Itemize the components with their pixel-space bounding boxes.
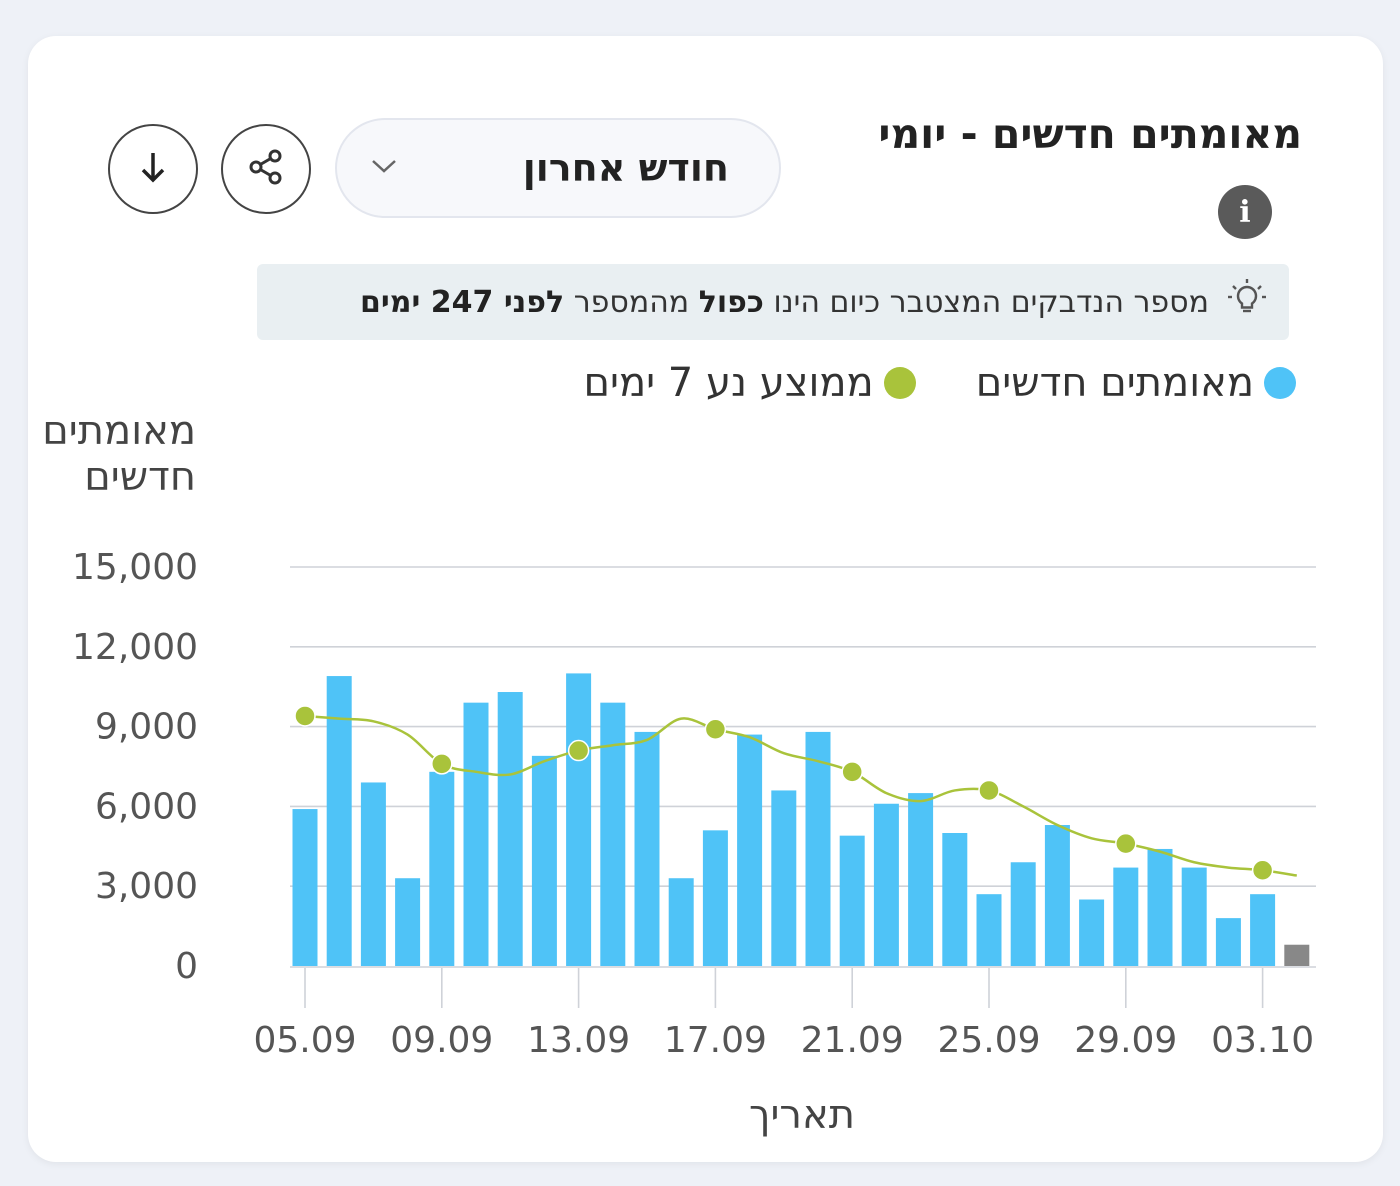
y-tick-label: 6,000	[95, 786, 198, 827]
moving-average-point	[841, 761, 863, 783]
period-select-value: חודש אחרון	[522, 146, 729, 190]
bar	[566, 673, 592, 966]
bar	[292, 809, 318, 966]
bar	[805, 731, 831, 966]
bar	[668, 878, 694, 966]
lightbulb-icon	[1227, 278, 1267, 326]
moving-average-point	[431, 753, 453, 775]
y-tick-label: 12,000	[72, 627, 198, 668]
bar	[976, 894, 1002, 966]
insight-banner: מספר הנדבקים המצטבר כיום הינו כפול מהמספ…	[257, 264, 1289, 340]
period-select[interactable]: חודש אחרון	[335, 118, 781, 218]
bar	[395, 878, 421, 966]
x-tick-label: 21.09	[801, 1020, 904, 1061]
chart-legend: מאומתים חדשים ממוצע נע 7 ימים	[583, 360, 1296, 406]
bar	[634, 731, 660, 966]
chart-card	[28, 36, 1383, 1162]
y-tick-label: 9,000	[95, 707, 198, 748]
legend-item-moving-average[interactable]: ממוצע נע 7 ימים	[583, 360, 916, 406]
x-tick-label: 13.09	[527, 1020, 630, 1061]
download-arrow-icon	[133, 147, 173, 191]
bar	[771, 790, 797, 966]
bar	[497, 692, 523, 966]
bar	[942, 833, 968, 966]
x-tick-label: 25.09	[937, 1020, 1040, 1061]
x-tick-label: 17.09	[664, 1020, 767, 1061]
bar	[1113, 867, 1139, 966]
info-icon[interactable]: i	[1218, 185, 1272, 239]
x-tick-label: 03.10	[1211, 1020, 1314, 1061]
bar	[1284, 944, 1310, 966]
bar	[1079, 899, 1105, 966]
bar	[1010, 862, 1036, 966]
x-axis-title: תאריך	[749, 1092, 855, 1138]
bar	[1250, 894, 1276, 966]
bar	[839, 835, 865, 966]
moving-average-point	[294, 705, 316, 727]
legend-dot-bar	[1264, 367, 1296, 399]
moving-average-point	[1115, 832, 1137, 855]
bar	[1215, 918, 1241, 966]
y-axis-title: מאומתים חדשים	[42, 408, 196, 500]
bar	[908, 793, 934, 966]
y-tick-label: 3,000	[95, 866, 198, 907]
legend-label: ממוצע נע 7 ימים	[583, 360, 874, 406]
bar	[531, 755, 557, 966]
download-button[interactable]	[108, 124, 198, 214]
x-tick-label: 29.09	[1074, 1020, 1177, 1061]
legend-item-new-cases[interactable]: מאומתים חדשים	[976, 360, 1296, 406]
bar	[702, 830, 728, 966]
bar	[1181, 867, 1207, 966]
share-button[interactable]	[221, 124, 311, 214]
bar	[326, 676, 352, 966]
moving-average-point	[978, 779, 1000, 802]
bar	[737, 734, 763, 966]
chevron-down-icon	[369, 156, 399, 180]
y-tick-label: 0	[175, 946, 198, 987]
bar	[463, 702, 489, 966]
x-tick-label: 09.09	[390, 1020, 493, 1061]
bar	[429, 771, 455, 966]
bar	[873, 803, 899, 966]
moving-average-point	[704, 718, 727, 741]
x-tick-label: 05.09	[253, 1020, 356, 1061]
insight-text: מספר הנדבקים המצטבר כיום הינו כפול מהמספ…	[360, 284, 1209, 320]
bar	[600, 702, 626, 966]
legend-label: מאומתים חדשים	[975, 360, 1254, 406]
bar	[1044, 825, 1070, 966]
moving-average-point	[1251, 859, 1274, 881]
bar	[1147, 848, 1173, 966]
moving-average-point	[567, 739, 590, 762]
y-tick-label: 15,000	[72, 547, 198, 588]
legend-dot-line	[883, 367, 916, 399]
chart-title: מאומתים חדשים - יומי	[878, 110, 1302, 158]
share-icon	[244, 145, 288, 193]
bar	[360, 782, 386, 966]
